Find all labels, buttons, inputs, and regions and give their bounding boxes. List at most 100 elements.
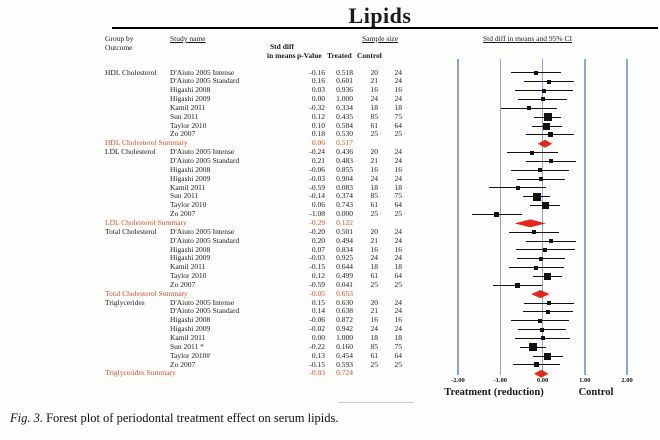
caption-figure-number: Fig. 3. [10, 411, 43, 425]
study-name: Zo 2007 [170, 279, 196, 289]
p-value: 0.518 [336, 67, 353, 77]
std-diff-value: 0.20 [311, 235, 325, 245]
treated-n: 16 [370, 164, 379, 174]
treated-n: 18 [370, 182, 379, 192]
group-label: HDL Cholesterol [105, 67, 157, 77]
p-value: 0.436 [336, 147, 353, 157]
header-control: Control [357, 51, 382, 60]
summary-label: LDL Cholesterol Summary [105, 217, 187, 227]
control-n: 25 [394, 359, 403, 369]
p-value: 0.454 [336, 350, 353, 360]
control-n: 24 [394, 147, 403, 157]
control-n: 24 [394, 253, 403, 263]
study-name: D'Aiuto 2005 Standard [170, 76, 240, 86]
treated-n: 20 [370, 226, 379, 236]
plot-gridline [626, 59, 628, 375]
control-n: 24 [394, 76, 403, 86]
std-diff-value: -0.14 [309, 191, 325, 201]
summary-diamond [514, 219, 546, 228]
header-group-by-line2: Outcome [105, 43, 133, 52]
effect-square [546, 309, 551, 314]
treated-n: 18 [370, 102, 379, 112]
study-name: Taylor 2010 [170, 200, 207, 210]
header-p-value: p-Value [297, 51, 322, 60]
effect-square [539, 327, 544, 332]
summary-label: Total Cholesterol Summary [105, 288, 188, 298]
axis-tick-label: 0.00 [536, 377, 549, 384]
effect-square [537, 318, 542, 323]
effect-square [540, 336, 545, 341]
summary-p-value: 0.724 [336, 368, 353, 378]
study-name: Higashi 2009 [170, 253, 211, 263]
std-diff-value: -0.06 [309, 315, 325, 325]
control-n: 25 [394, 209, 403, 219]
control-n: 24 [394, 156, 403, 165]
study-name: D'Aiuto 2005 Standard [170, 156, 240, 165]
p-value: 0.834 [336, 244, 353, 254]
effect-square [543, 113, 552, 122]
plot-gridline [457, 59, 459, 375]
plot-gridline [541, 59, 544, 375]
p-value: 0.925 [336, 253, 353, 263]
std-diff-value: 0.10 [311, 120, 325, 130]
summary-p-value: 0.122 [336, 217, 353, 227]
header-std-diff-line1: Std diff [270, 42, 294, 51]
std-diff-value: -1.08 [309, 209, 325, 219]
control-n: 24 [394, 94, 403, 104]
p-value: 0.638 [336, 306, 353, 316]
study-name: Sun 2011 * [170, 341, 204, 351]
std-diff-value: 0.13 [311, 350, 325, 360]
study-name: D'Aiuto 2005 Intense [170, 67, 235, 77]
treated-n: 21 [370, 306, 379, 316]
summary-p-value: 0.517 [336, 138, 353, 148]
std-diff-value: -0.59 [309, 182, 325, 192]
treated-n: 16 [370, 244, 379, 254]
std-diff-value: -0.32 [309, 102, 325, 112]
std-diff-value: -0.02 [309, 324, 325, 334]
control-n: 16 [394, 164, 403, 174]
treated-n: 18 [370, 333, 379, 342]
study-name: Higashi 2009 [170, 94, 211, 104]
axis-tick-label: -2.00 [451, 377, 465, 384]
control-n: 16 [394, 315, 403, 325]
p-value: 0.494 [336, 235, 353, 245]
p-value: 0.530 [336, 129, 353, 139]
std-diff-value: 0.12 [311, 271, 325, 281]
std-diff-value: 0.00 [311, 333, 325, 342]
p-value: 0.334 [336, 102, 353, 112]
control-n: 24 [394, 297, 403, 307]
p-value: 0.435 [336, 111, 353, 121]
treated-n: 85 [370, 191, 379, 201]
p-value: 0.630 [336, 297, 353, 307]
axis-label-control: Control [578, 387, 614, 398]
control-n: 18 [394, 182, 403, 192]
effect-square [533, 70, 538, 75]
header-study-name: Study name [170, 34, 206, 43]
std-diff-value: 0.18 [311, 129, 325, 139]
study-name: Zo 2007 [170, 359, 196, 369]
std-diff-value: -0.03 [309, 173, 325, 183]
study-name: Zo 2007 [170, 209, 196, 219]
effect-square [537, 168, 542, 173]
caption-text: Forest plot of periodontal treatment eff… [46, 411, 339, 425]
group-label: LDL Cholesterol [105, 147, 156, 157]
effect-square [515, 185, 520, 190]
p-value: 0.374 [336, 191, 353, 201]
effect-square [543, 122, 551, 130]
study-name: Kamil 2011 [170, 102, 206, 112]
p-value: 0.872 [336, 315, 353, 325]
effect-square [540, 97, 545, 102]
p-value: 0.644 [336, 262, 353, 272]
effect-square [543, 247, 548, 252]
figure-title: Lipids [348, 3, 412, 28]
summary-diamond [531, 290, 550, 299]
treated-n: 25 [370, 209, 379, 219]
effect-square [530, 150, 535, 155]
std-diff-value: 0.14 [311, 306, 325, 316]
control-n: 75 [394, 191, 403, 201]
control-n: 16 [394, 244, 403, 254]
effect-square [541, 88, 546, 93]
summary-label: Triglycerides Summary [105, 368, 176, 378]
p-value: 0.000 [336, 209, 353, 219]
control-n: 24 [394, 173, 403, 183]
